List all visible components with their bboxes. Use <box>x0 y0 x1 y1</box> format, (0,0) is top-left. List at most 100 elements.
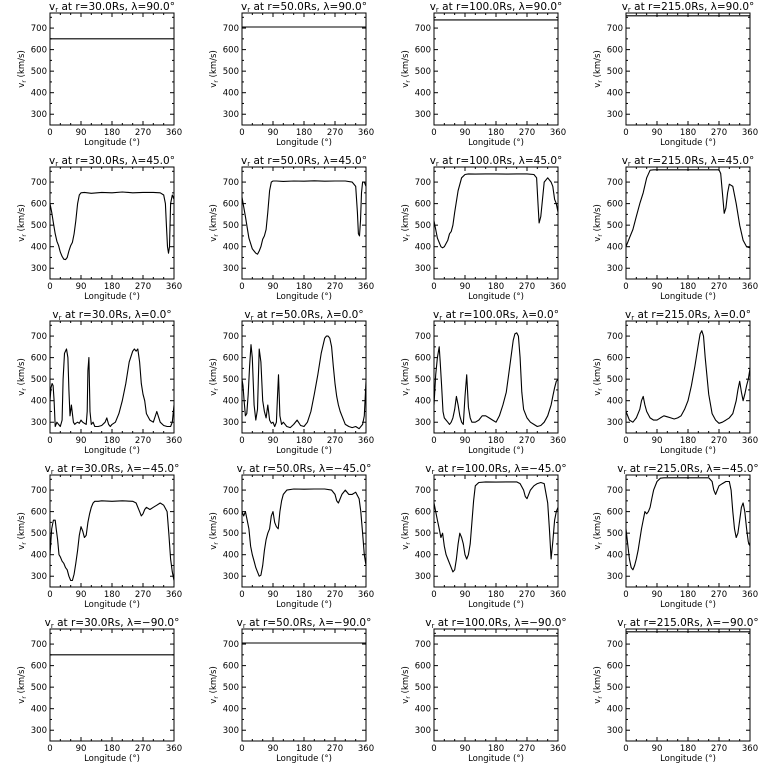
x-tick-label: 360 <box>742 590 758 600</box>
panel-title: vr at r=30.0Rs, λ=−45.0° <box>45 463 180 476</box>
y-label-rest: (km/s) <box>209 204 219 234</box>
x-tick-label: 0 <box>431 128 436 138</box>
panel-r1-c1: vr at r=30.0Rs, λ=90.0°0 90 180 270 36030040… <box>17 1 182 148</box>
plot-frame <box>433 320 559 434</box>
x-tick-label: 180 <box>296 590 312 600</box>
panel-r2-c2: vr at r=50.0Rs, λ=45.0°0 90 180 270 36030040… <box>209 155 374 302</box>
y-tick-label: 300 <box>223 726 239 736</box>
plot-frame <box>241 320 367 434</box>
x-tick-label: 180 <box>296 282 312 292</box>
y-tick-label: 700 <box>223 332 239 342</box>
x-tick-label: 90 <box>460 128 471 138</box>
panel-title-sub: r <box>631 314 634 322</box>
x-axis-label: Longitude (°) <box>468 754 524 764</box>
panel-title-sub: r <box>251 314 254 322</box>
panel-title-rest: at r=215.0Rs, λ=−90.0° <box>626 617 758 629</box>
x-tick-label: 180 <box>104 590 120 600</box>
panel-r5-c4: vr at r=215.0Rs, λ=−90.0°0 90 180 270 360300… <box>593 617 759 764</box>
panel-title-sub: r <box>247 6 250 14</box>
y-tick-label: 400 <box>415 243 431 253</box>
y-tick-label: 400 <box>223 243 239 253</box>
panel-title-sub: r <box>624 468 627 476</box>
x-tick-label: 180 <box>488 436 504 446</box>
x-axis-label: Longitude (°) <box>276 138 332 148</box>
panel-r3-c4: vr at r=215.0Rs, λ=0.0°0 90 180 270 36030040… <box>593 309 758 456</box>
x-tick-label: 0 <box>47 590 52 600</box>
plot-frame <box>49 628 175 742</box>
x-tick-label: 360 <box>550 744 566 754</box>
series-line <box>50 348 174 428</box>
x-axis-label: Longitude (°) <box>84 600 140 610</box>
y-tick-label: 500 <box>31 375 47 385</box>
x-tick-label: 360 <box>550 590 566 600</box>
x-axis-label: Longitude (°) <box>276 446 332 456</box>
y-tick-label: 300 <box>31 418 47 428</box>
x-tick-label: 270 <box>135 128 151 138</box>
panel-title-rest: at r=100.0Rs, λ=0.0° <box>442 309 559 321</box>
y-tick-label: 400 <box>607 243 623 253</box>
x-tick-label: 90 <box>76 744 87 754</box>
panel-r1-c4: vr at r=215.0Rs, λ=90.0°0 90 180 270 3603004… <box>593 1 758 148</box>
y-tick-label: 300 <box>607 726 623 736</box>
y-label-sub: r <box>212 234 220 237</box>
panel-title: vr at r=50.0Rs, λ=−90.0° <box>237 617 372 630</box>
y-tick-label: 600 <box>223 46 239 56</box>
y-tick-label: 500 <box>415 67 431 77</box>
panel-title-rest: at r=215.0Rs, λ=0.0° <box>634 309 751 321</box>
y-tick-label: 500 <box>223 529 239 539</box>
panel-title: vr at r=215.0Rs, λ=45.0° <box>622 155 755 168</box>
y-label-rest: (km/s) <box>401 512 411 542</box>
x-tick-label: 90 <box>460 436 471 446</box>
panel-title-sub: r <box>55 6 58 14</box>
y-tick-label: 500 <box>415 375 431 385</box>
y-label-v: v <box>401 237 411 242</box>
y-label-v: v <box>17 545 27 550</box>
y-label-sub: r <box>596 234 604 237</box>
x-tick-label: 90 <box>652 128 663 138</box>
x-tick-label: 0 <box>623 436 628 446</box>
y-label-sub: r <box>212 542 220 545</box>
x-tick-label: 360 <box>166 744 182 754</box>
x-tick-label: 90 <box>268 436 279 446</box>
x-tick-label: 0 <box>623 128 628 138</box>
y-tick-label: 700 <box>31 640 47 650</box>
x-tick-label: 90 <box>76 590 87 600</box>
y-label-rest: (km/s) <box>593 512 603 542</box>
x-tick-label: 0 <box>239 590 244 600</box>
y-axis-label: vr (km/s) <box>401 50 412 88</box>
y-tick-label: 500 <box>607 67 623 77</box>
y-tick-label: 300 <box>415 264 431 274</box>
y-tick-label: 600 <box>607 508 623 518</box>
x-tick-label: 90 <box>460 590 471 600</box>
y-tick-label: 500 <box>31 529 47 539</box>
x-tick-label: 270 <box>711 590 727 600</box>
y-label-v: v <box>593 699 603 704</box>
y-label-sub: r <box>212 80 220 83</box>
y-label-v: v <box>593 83 603 88</box>
y-tick-label: 600 <box>223 508 239 518</box>
x-tick-label: 360 <box>166 282 182 292</box>
x-axis-label: Longitude (°) <box>660 446 716 456</box>
y-tick-label: 700 <box>31 332 47 342</box>
y-label-rest: (km/s) <box>17 512 27 542</box>
y-tick-label: 600 <box>607 354 623 364</box>
y-tick-label: 300 <box>31 726 47 736</box>
y-tick-label: 300 <box>223 572 239 582</box>
x-tick-label: 270 <box>519 590 535 600</box>
y-axis-label: vr (km/s) <box>401 666 412 704</box>
y-tick-label: 400 <box>223 397 239 407</box>
panel-r4-c3: vr at r=100.0Rs, λ=−45.0°0 90 180 270 360300… <box>401 463 567 610</box>
y-label-rest: (km/s) <box>17 50 27 80</box>
y-tick-label: 400 <box>31 705 47 715</box>
panel-r5-c3: vr at r=100.0Rs, λ=−90.0°0 90 180 270 360300… <box>401 617 567 764</box>
x-tick-label: 360 <box>166 436 182 446</box>
y-tick-label: 400 <box>223 705 239 715</box>
y-tick-label: 700 <box>415 486 431 496</box>
y-label-rest: (km/s) <box>401 204 411 234</box>
y-tick-label: 300 <box>31 264 47 274</box>
y-label-v: v <box>17 391 27 396</box>
x-tick-label: 180 <box>680 282 696 292</box>
y-label-rest: (km/s) <box>593 204 603 234</box>
y-tick-label: 700 <box>223 178 239 188</box>
panel-title-rest: at r=30.0Rs, λ=−45.0° <box>54 463 180 475</box>
